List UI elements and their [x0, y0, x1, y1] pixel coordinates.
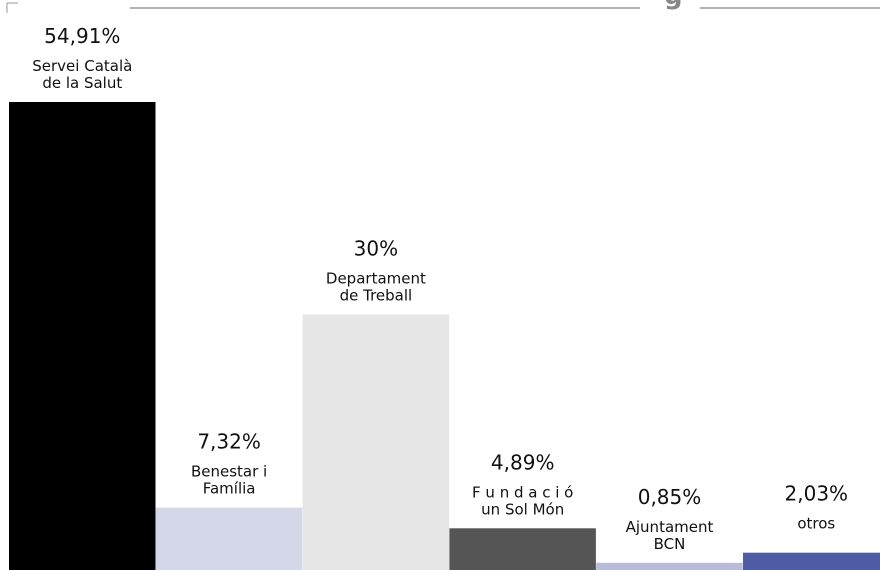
- bar-6: [743, 552, 880, 570]
- category-label-5-line-2: BCN: [654, 535, 686, 553]
- bar-1: [9, 102, 156, 570]
- category-label-3-line-1: Departament: [326, 269, 426, 287]
- category-label-2-line-1: Benestar i: [191, 463, 267, 481]
- value-label-1: 54,91%: [44, 24, 120, 48]
- category-label-2-line-2: Família: [203, 480, 256, 498]
- value-label-6: 2,03%: [785, 482, 849, 506]
- bar-3: [302, 314, 450, 570]
- category-label-1-line-2: de la Salut: [42, 74, 122, 92]
- value-label-3: 30%: [354, 236, 398, 260]
- bar-2: [155, 507, 303, 570]
- value-label-2: 7,32%: [197, 430, 261, 454]
- frame: g: [6, 0, 880, 13]
- category-label-4-line-1: F u n d a c i ó: [472, 483, 573, 501]
- category-label-5-line-1: Ajuntament: [626, 518, 714, 536]
- category-label-1-line-1: Servei Català: [32, 57, 132, 75]
- chart-title-fragment: g: [664, 0, 683, 11]
- value-label-5: 0,85%: [638, 485, 702, 509]
- category-label-4-line-2: un Sol Món: [481, 500, 564, 518]
- title-gap: [640, 0, 700, 10]
- bars-group: [9, 102, 880, 570]
- bar-5: [596, 562, 743, 570]
- category-label-6-line-1: otros: [797, 515, 835, 533]
- bar-4: [449, 528, 596, 570]
- value-label-4: 4,89%: [491, 450, 555, 474]
- category-label-3-line-2: de Treball: [340, 286, 413, 304]
